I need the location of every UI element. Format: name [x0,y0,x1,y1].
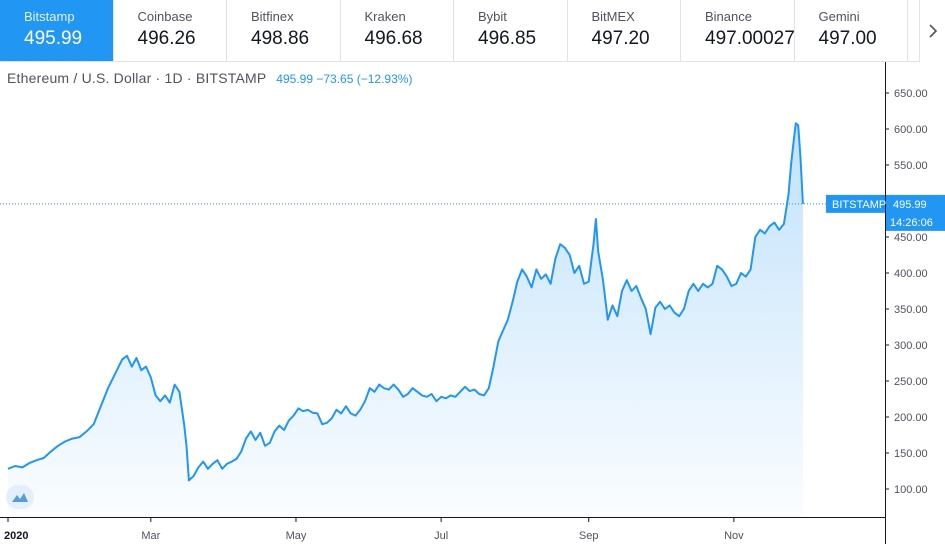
exchange-tab-gemini[interactable]: Gemini 497.00 [795,0,908,61]
chevron-right-icon [928,24,937,38]
bar-countdown: 14:26:06 [890,217,933,229]
symbol-title: Ethereum / U.S. Dollar · 1D · BITSTAMP [7,70,267,86]
price-tick-label: 350.00 [894,304,928,316]
exchange-name: Coinbase [137,9,193,24]
exchange-name: Bybit [478,9,507,24]
exchange-price: 497.00 [818,28,877,49]
exchange-tab-binance[interactable]: Binance 497.000274 [681,0,795,61]
price-tick-label: 650.00 [894,88,928,100]
exchange-price: 498.86 [251,28,310,49]
exchange-name: Bitstamp [24,9,75,24]
exchange-price: 496.68 [364,28,423,49]
exchange-price: 497.20 [591,28,650,49]
last-price-value: 495.99 [893,199,927,211]
price-chart[interactable]: 100.00 150.00 200.00 250.00 300.00 350.00 400.… [0,62,945,544]
exchange-tab-bybit[interactable]: Bybit 496.85 [454,0,568,61]
price-axis[interactable]: 100.00 150.00 200.00 250.00 300.00 350.00 400.… [885,62,928,544]
tradingview-logo-icon[interactable] [6,485,34,509]
chart-legend: Ethereum / U.S. Dollar · 1D · BITSTAMP 4… [7,70,412,86]
last-price-badge [886,194,945,231]
exchange-label-badge [826,194,885,213]
exchange-price: 497.000274 [705,28,795,49]
logo-mark [12,493,28,502]
exchange-tab-bitstamp[interactable]: Bitstamp 495.99 [0,0,114,61]
legend-change: −73.65 [316,72,354,86]
price-line [7,122,804,482]
time-tick-label: Jul [434,530,448,542]
price-tick-label: 150.00 [894,448,928,460]
legend-values: 495.99 −73.65 (−12.93%) [276,72,412,86]
price-tick-label: 300.00 [894,340,928,352]
exchange-tab-kraken[interactable]: Kraken 496.68 [341,0,454,61]
price-area-fill [8,123,803,517]
price-tick-label: 100.00 [894,484,928,496]
exchange-name: Kraken [364,9,406,24]
time-tick-label: Sep [579,530,599,542]
exchange-price: 495.99 [24,28,83,49]
price-tick-label: 600.00 [894,124,928,136]
exchange-tabs: Bitstamp 495.99 Coinbase 496.26 Bitfinex 498.… [0,0,945,62]
price-tick-label: 450.00 [894,232,928,244]
price-tick-label: 550.00 [894,160,928,172]
price-tick-label: 400.00 [894,268,928,280]
price-tick-label: 250.00 [894,376,928,388]
legend-change-pct: (−12.93%) [356,72,413,86]
exchange-price: 496.85 [478,28,537,49]
exchange-name: Binance [705,9,752,24]
exchange-tab-bitfinex[interactable]: Bitfinex 498.86 [227,0,341,61]
time-axis[interactable]: 2020 Mar May Jul Sep Nov [0,517,885,542]
next-exchanges-button[interactable] [919,0,945,62]
exchange-price: 496.26 [137,28,196,49]
time-tick-label: 2020 [4,530,28,542]
time-tick-label: May [286,530,307,542]
legend-last-price: 495.99 [276,72,313,86]
exchange-tab-coinbase[interactable]: Coinbase 496.26 [114,0,227,61]
time-tick-label: Nov [724,530,744,542]
price-tick-label: 200.00 [894,412,928,424]
exchange-name: Bitfinex [251,9,294,24]
exchange-name: Gemini [818,9,860,24]
exchange-label-text: BITSTAMP [832,199,886,211]
time-tick-label: Mar [141,530,160,542]
exchange-tab-bitmex[interactable]: BitMEX 497.20 [568,0,681,61]
exchange-name: BitMEX [591,9,635,24]
